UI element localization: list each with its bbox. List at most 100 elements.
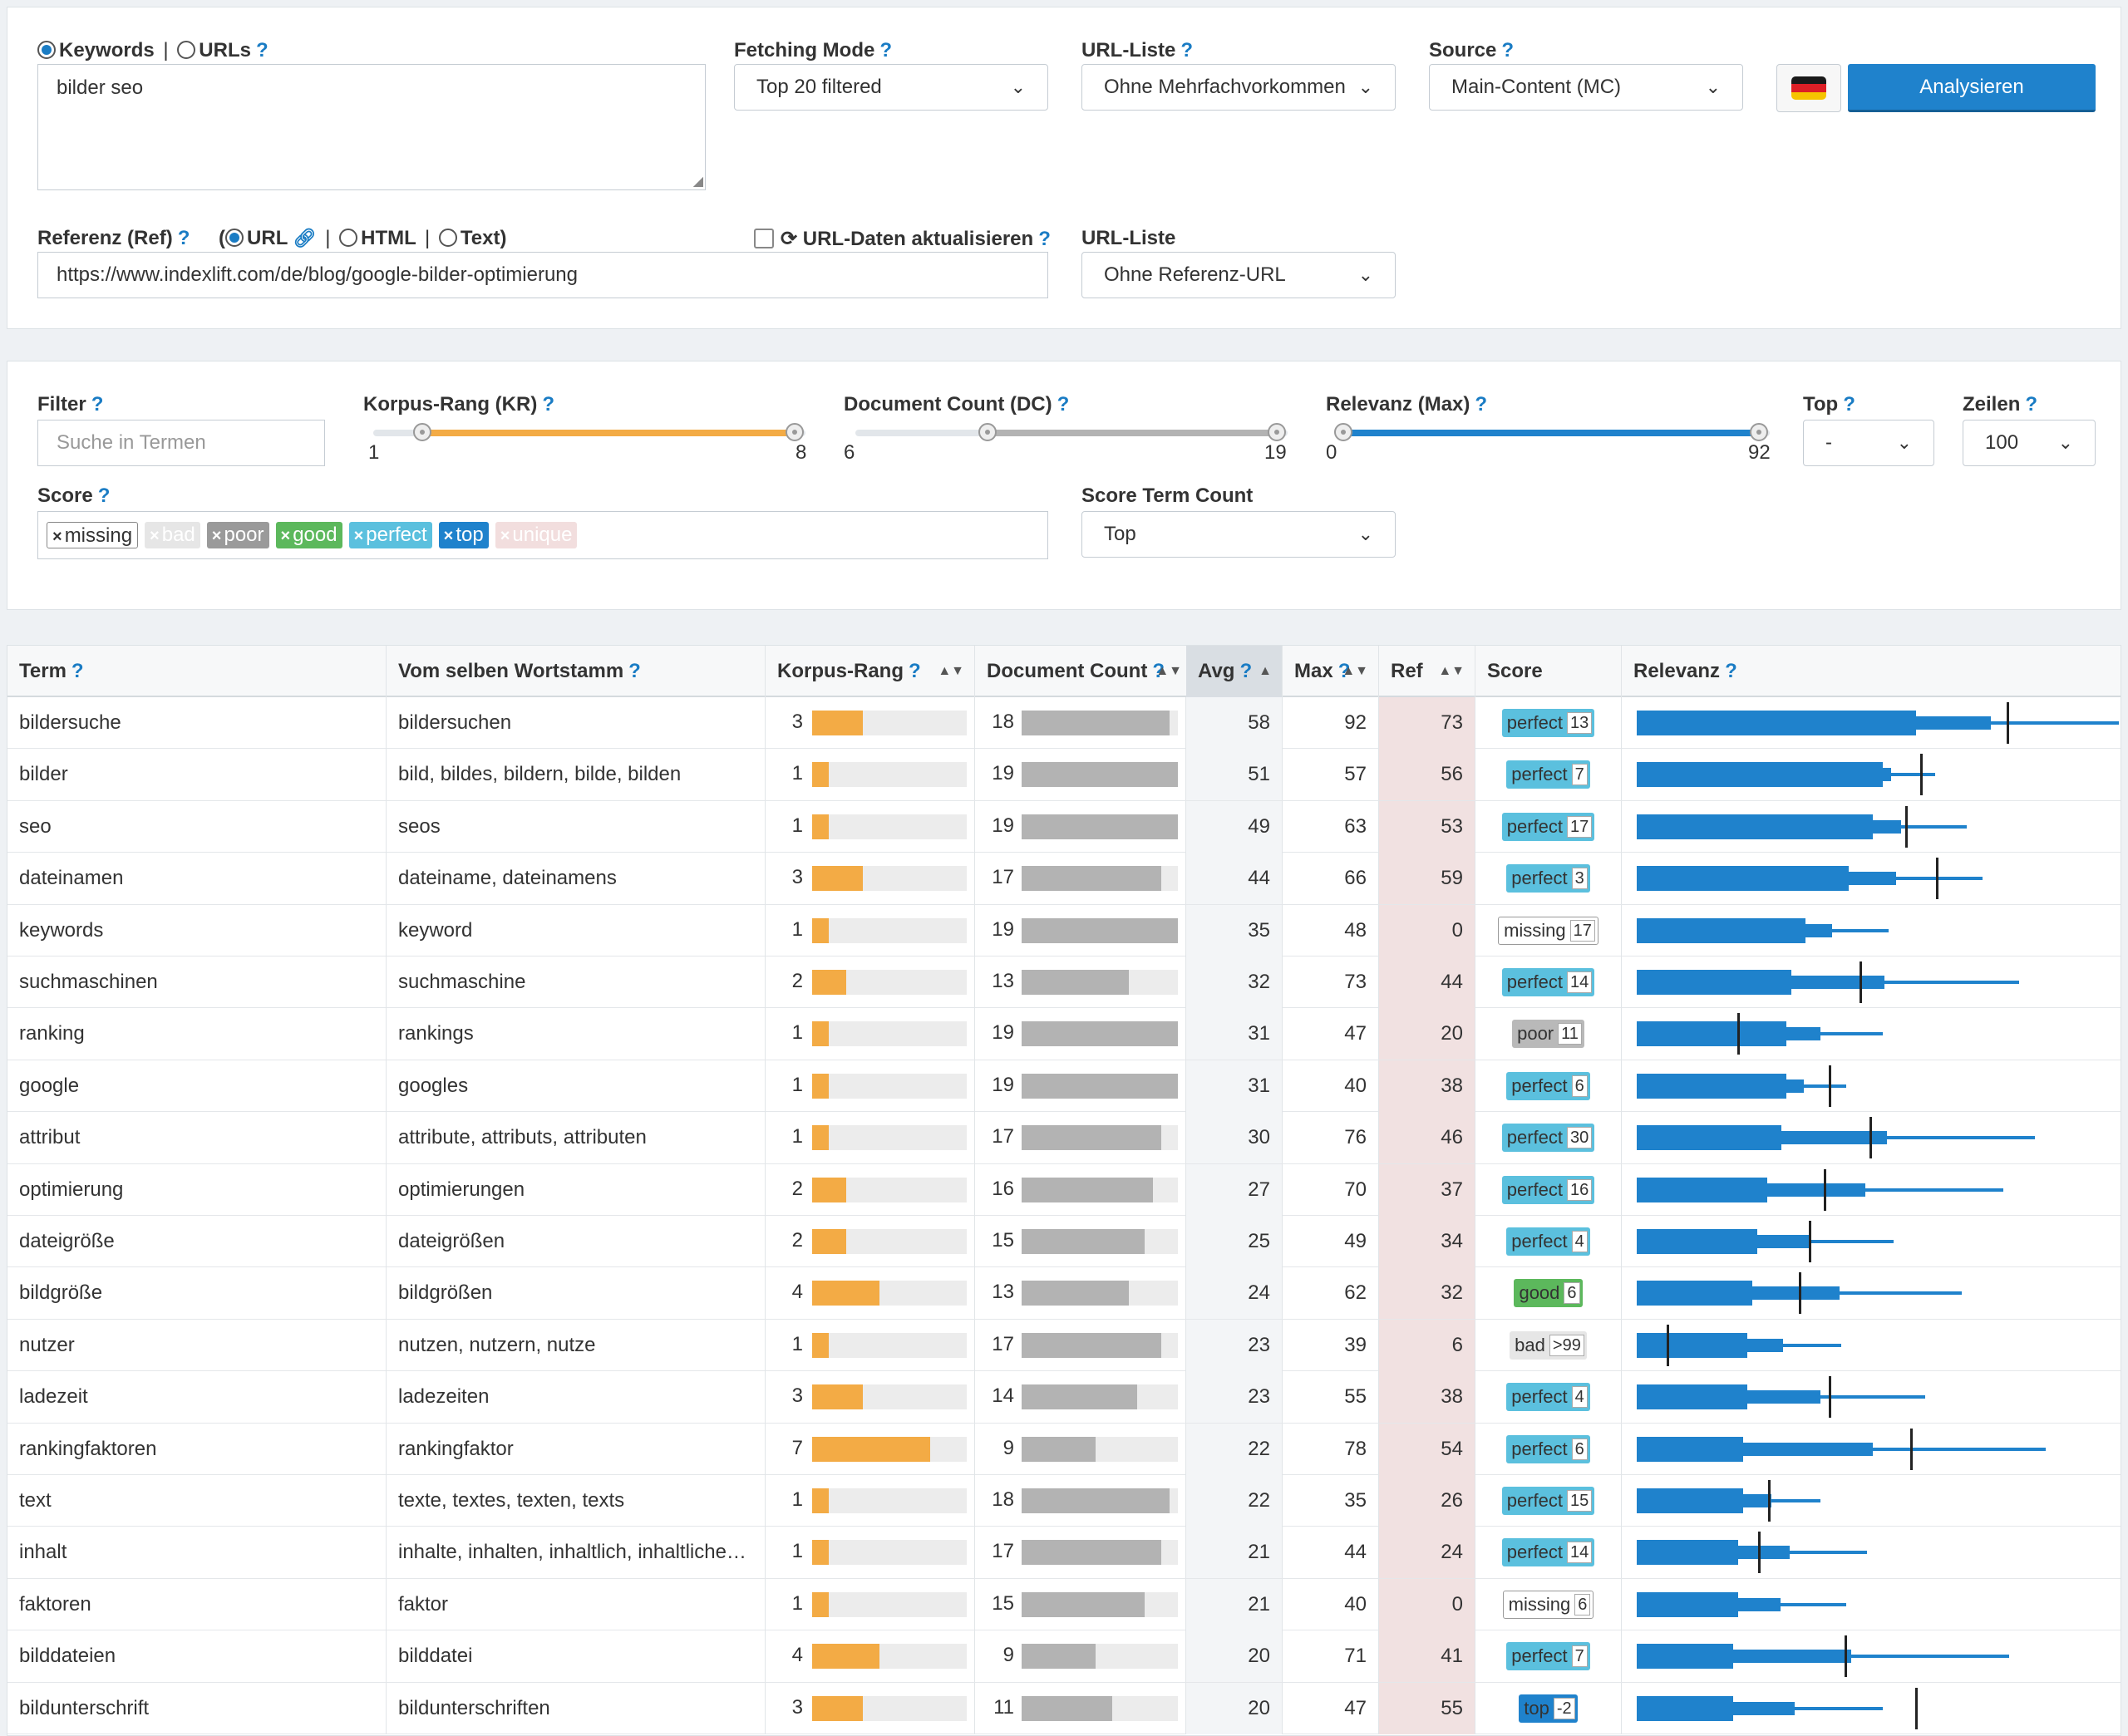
help-icon[interactable]: ? (71, 660, 84, 682)
table-row[interactable]: ladezeit ladezeiten 3 14 23 55 38 perfect 4 (7, 1371, 2121, 1424)
ref-html-radio[interactable] (339, 229, 358, 247)
help-icon[interactable]: ? (1180, 39, 1194, 61)
term-cell[interactable]: bildersuche (7, 697, 387, 749)
table-row[interactable]: inhalt inhalte, inhalten, inhaltlich, inh… (7, 1527, 2121, 1579)
term-cell[interactable]: dateigröße (7, 1216, 387, 1267)
url-liste-select[interactable]: Ohne Mehrfachvorkommen ⌄ (1081, 64, 1396, 111)
term-cell[interactable]: text (7, 1475, 387, 1527)
col-stem[interactable]: Vom selben Wortstamm? (387, 646, 766, 697)
table-row[interactable]: suchmaschinen suchmaschine 2 13 32 73 44 perfec… (7, 957, 2121, 1009)
reference-url-input[interactable]: https://www.indexlift.com/de/blog/google… (37, 252, 1048, 298)
top-select[interactable]: - ⌄ (1803, 420, 1934, 466)
term-cell[interactable]: optimierung (7, 1163, 387, 1216)
remove-tag-icon[interactable]: × (443, 527, 454, 545)
table-row[interactable]: dateigröße dateigrößen 2 15 25 49 34 perfect 4 (7, 1216, 2121, 1268)
score-tag-bad[interactable]: × bad (145, 522, 200, 548)
analyze-button[interactable]: Analysieren (1848, 64, 2096, 112)
term-cell[interactable]: ladezeit (7, 1371, 387, 1424)
relevanz-slider-max-handle[interactable] (1750, 423, 1768, 441)
score-tag-input[interactable]: × missing × bad × poor × good × perfect × top × uniqu… (37, 511, 1048, 559)
sort-icon[interactable]: ▲▼ (938, 664, 964, 678)
remove-tag-icon[interactable]: × (150, 527, 160, 545)
help-icon[interactable]: ? (628, 660, 641, 682)
help-icon[interactable]: ? (1239, 660, 1253, 682)
score-tag-poor[interactable]: × poor (206, 522, 269, 548)
help-icon[interactable]: ? (542, 393, 554, 416)
score-tag-top[interactable]: × top (438, 522, 489, 548)
score-term-count-select[interactable]: Top ⌄ (1081, 511, 1396, 558)
term-cell[interactable]: suchmaschinen (7, 957, 387, 1008)
remove-tag-icon[interactable]: × (280, 527, 291, 545)
term-cell[interactable]: bilddateien (7, 1630, 387, 1683)
help-icon[interactable]: ? (177, 227, 190, 249)
table-row[interactable]: bildunterschrift bildunterschriften 3 11 20 4… (7, 1682, 2121, 1734)
rows-select[interactable]: 100 ⌄ (1963, 420, 2096, 466)
help-icon[interactable]: ? (91, 393, 104, 416)
col-kr[interactable]: Korpus-Rang? ▲▼ (766, 646, 975, 697)
col-max[interactable]: Max? ▲▼ (1283, 646, 1379, 697)
table-row[interactable]: nutzer nutzen, nutzern, nutze 1 17 23 39 6 bad >… (7, 1319, 2121, 1372)
kr-slider-max-handle[interactable] (786, 423, 804, 441)
table-row[interactable]: faktoren faktor 1 15 21 40 0 missing 6 (7, 1578, 2121, 1631)
term-cell[interactable]: keywords (7, 904, 387, 957)
help-icon[interactable]: ? (1337, 660, 1351, 682)
table-row[interactable]: keywords keyword 1 19 35 48 0 missing 17 (7, 904, 2121, 957)
score-tag-missing[interactable]: × missing (47, 522, 139, 548)
help-icon[interactable]: ? (909, 660, 921, 682)
term-cell[interactable]: bildgröße (7, 1267, 387, 1320)
sort-icon[interactable]: ▲▼ (1438, 664, 1465, 678)
help-icon[interactable]: ? (1038, 228, 1051, 250)
term-cell[interactable]: nutzer (7, 1319, 387, 1371)
ref-text-radio[interactable] (438, 229, 457, 247)
table-row[interactable]: seo seos 1 19 49 63 53 perfect 17 (7, 800, 2121, 853)
term-cell[interactable]: rankingfaktoren (7, 1423, 387, 1475)
help-icon[interactable]: ? (1475, 393, 1488, 416)
relevanz-slider[interactable] (1334, 423, 1770, 455)
kr-slider-min-handle[interactable] (413, 423, 431, 441)
table-row[interactable]: rankingfaktoren rankingfaktor 7 9 22 78 54 perf… (7, 1423, 2121, 1475)
keywords-radio[interactable] (37, 41, 56, 59)
table-row[interactable]: text texte, textes, texten, texts 1 18 22 35 2… (7, 1475, 2121, 1527)
score-tag-unique[interactable]: × unique (495, 522, 578, 548)
score-tag-perfect[interactable]: × perfect (348, 522, 432, 548)
term-cell[interactable]: ranking (7, 1008, 387, 1060)
term-cell[interactable]: google (7, 1060, 387, 1112)
table-row[interactable]: attribut attribute, attributs, attributen… (7, 1112, 2121, 1164)
table-row[interactable]: dateinamen dateiname, dateinamens 3 17 44 66 5… (7, 853, 2121, 905)
term-cell[interactable]: bildunterschrift (7, 1682, 387, 1734)
sort-icon[interactable]: ▲▼ (1342, 664, 1368, 678)
resize-handle-icon[interactable]: ◢ (692, 175, 703, 189)
table-row[interactable]: bilder bild, bildes, bildern, bilde, bild… (7, 749, 2121, 801)
ref-url-radio[interactable] (225, 229, 244, 247)
keywords-textarea[interactable]: bilder seo ◢ (37, 64, 706, 190)
table-row[interactable]: bildgröße bildgrößen 4 13 24 62 32 good 6 (7, 1267, 2121, 1320)
remove-tag-icon[interactable]: × (353, 527, 364, 545)
score-tag-good[interactable]: × good (275, 522, 342, 548)
kr-slider[interactable] (373, 423, 805, 455)
url-liste-ref-select[interactable]: Ohne Referenz-URL ⌄ (1081, 252, 1396, 298)
term-cell[interactable]: bilder (7, 749, 387, 801)
remove-tag-icon[interactable]: × (500, 527, 510, 545)
table-row[interactable]: google googles 1 19 31 40 38 perfect 6 (7, 1060, 2121, 1113)
table-row[interactable]: bilddateien bilddatei 4 9 20 71 41 perfect 7 (7, 1630, 2121, 1683)
help-icon[interactable]: ? (1152, 660, 1165, 682)
source-select[interactable]: Main-Content (MC) ⌄ (1429, 64, 1743, 111)
help-icon[interactable]: ? (879, 39, 892, 61)
dc-slider-min-handle[interactable] (978, 423, 997, 441)
term-cell[interactable]: attribut (7, 1112, 387, 1164)
dc-slider[interactable] (855, 423, 1288, 455)
col-ref[interactable]: Ref ▲▼ (1379, 646, 1475, 697)
help-icon[interactable]: ? (2025, 393, 2038, 416)
col-dc[interactable]: Document Count? ▲▼ (975, 646, 1193, 697)
sort-asc-icon[interactable]: ▲ (1259, 664, 1272, 678)
dc-slider-max-handle[interactable] (1268, 423, 1286, 441)
remove-tag-icon[interactable]: × (52, 528, 62, 546)
remove-tag-icon[interactable]: × (211, 527, 222, 545)
term-cell[interactable]: dateinamen (7, 853, 387, 905)
help-icon[interactable]: ? (1501, 39, 1515, 61)
refresh-url-data-checkbox[interactable] (754, 229, 774, 248)
help-icon[interactable]: ? (1843, 393, 1855, 416)
help-icon[interactable]: ? (255, 39, 268, 61)
table-row[interactable]: optimierung optimierungen 2 16 27 70 37 perfect… (7, 1163, 2121, 1216)
term-cell[interactable]: inhalt (7, 1527, 387, 1579)
